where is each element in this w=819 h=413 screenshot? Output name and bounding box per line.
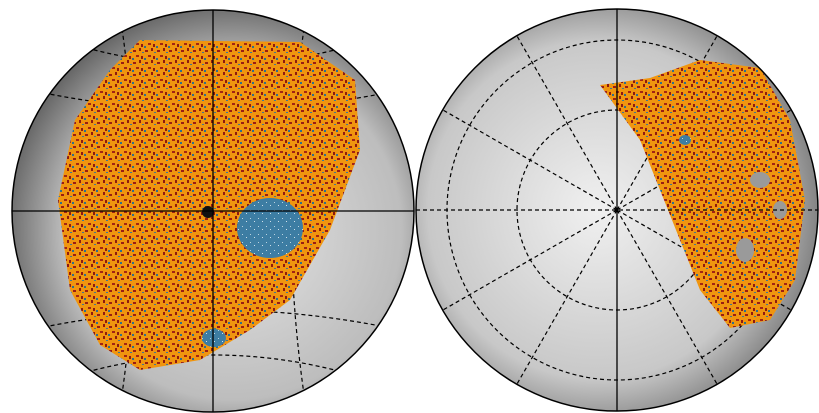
hole: [750, 172, 770, 188]
left-map: [11, 9, 415, 413]
right-footprint: [600, 60, 805, 328]
masked-region: [679, 135, 691, 145]
masked-star: [202, 206, 214, 218]
right-map: [415, 8, 819, 412]
survey-region: [600, 60, 805, 328]
left-footprint: [58, 40, 360, 370]
masked-region: [202, 329, 226, 347]
left-outline: [11, 9, 415, 413]
survey-region: [58, 40, 360, 370]
right-outline: [415, 8, 819, 412]
masked-region: [237, 198, 303, 258]
hole: [736, 238, 754, 262]
